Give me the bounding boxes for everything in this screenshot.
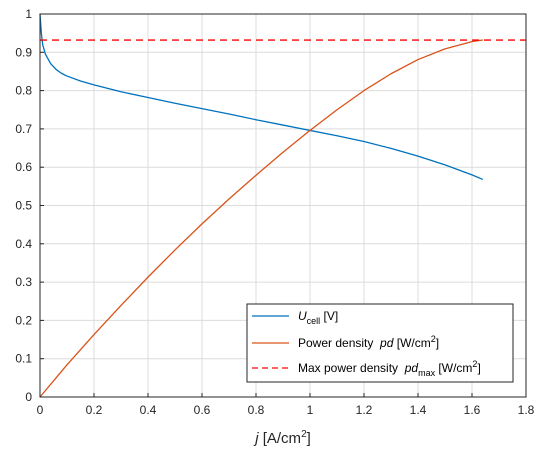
legend-pd-unit: [W/cm — [393, 336, 430, 350]
legend-pd-ital: pd — [379, 336, 394, 350]
x-axis-label-italic: j — [253, 430, 259, 447]
y-tick-label: 0.3 — [15, 275, 32, 289]
x-tick-label: 1.4 — [410, 403, 427, 417]
y-tick-label: 0.2 — [15, 313, 32, 327]
legend-box — [246, 303, 514, 383]
series-line-power-density — [39, 39, 483, 398]
legend-label-ucell: Ucell [V] — [298, 309, 338, 326]
x-axis-label-close: ] — [307, 430, 311, 447]
y-tick-label: 0.7 — [15, 122, 32, 136]
legend-pd-sup: 2 — [431, 334, 436, 344]
x-tick-label: 0.6 — [194, 403, 211, 417]
y-tick-label: 0.4 — [15, 237, 32, 251]
legend: Ucell [V] Power density pd [W/cm2] Max p… — [246, 303, 514, 383]
y-tick-label: 0.9 — [15, 45, 32, 59]
y-tick-label: 0.6 — [15, 160, 32, 174]
legend-pd-close: ] — [436, 336, 439, 350]
x-tick-label: 0.4 — [140, 403, 157, 417]
x-tick-label: 1.6 — [464, 403, 481, 417]
legend-mpd-close: ] — [477, 361, 480, 375]
y-tick-label: 0 — [25, 390, 32, 404]
legend-mpd-ital: pd — [404, 361, 419, 375]
series-group — [39, 13, 526, 398]
x-axis-label-sup: 2 — [301, 429, 307, 440]
legend-mpd-main: Max power density — [298, 361, 405, 375]
x-tick-label: 0.2 — [86, 403, 103, 417]
legend-ucell-sub: cell — [307, 316, 321, 326]
y-tick-label: 1 — [25, 7, 32, 21]
y-tick-label: 0.5 — [15, 199, 32, 213]
series-line-ucell — [39, 13, 484, 181]
x-tick-label: 0 — [37, 403, 44, 417]
x-axis-label-unit: [A/cm — [259, 430, 302, 447]
x-tick-label: 0.8 — [248, 403, 265, 417]
legend-ucell-unit: [V] — [320, 309, 338, 323]
tick-labels: 0 0.2 0.4 0.6 0.8 1 1.2 1.4 1.6 1.8 0 0.1 0.2 0.3 0.4 0… — [15, 7, 534, 417]
legend-pd-main: Power density — [298, 336, 380, 350]
legend-ucell-main: U — [298, 309, 307, 323]
legend-mpd-sup: 2 — [472, 359, 477, 369]
x-tick-label: 1.8 — [518, 403, 535, 417]
y-tick-label: 0.1 — [15, 352, 32, 366]
y-tick-label: 0.8 — [15, 84, 32, 98]
x-tick-label: 1 — [307, 403, 314, 417]
legend-label-power-density: Power density pd [W/cm2] — [298, 334, 439, 350]
legend-label-max-power-density: Max power density pdmax [W/cm2] — [298, 359, 481, 378]
legend-mpd-sub: max — [418, 368, 436, 378]
legend-mpd-unit: [W/cm — [435, 361, 472, 375]
x-axis-label: j [A/cm2] — [253, 429, 311, 447]
x-tick-label: 1.2 — [356, 403, 373, 417]
